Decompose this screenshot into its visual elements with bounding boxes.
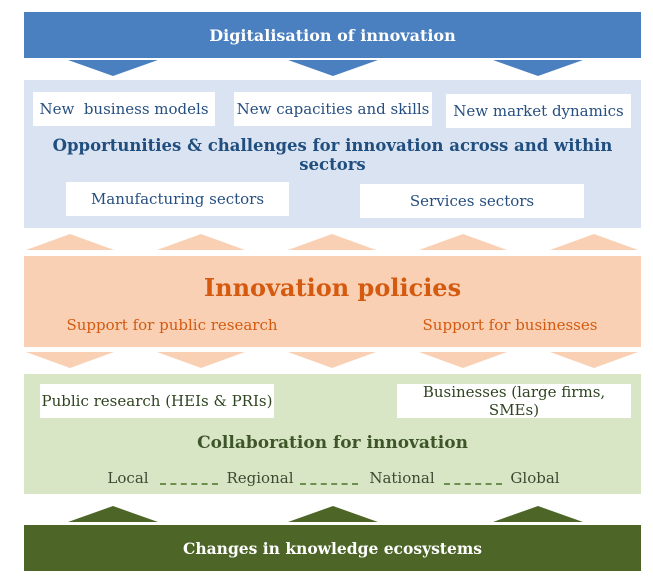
up-arrow-green [493,506,583,522]
scale-local: Local [98,467,158,489]
new-business-models-label: New business models [39,100,209,118]
support-businesses-label: Support for businesses [422,316,598,334]
collaboration-heading: Collaboration for innovation [24,430,641,456]
innovation-policies-title: Innovation policies [24,270,641,304]
scale-connector [444,483,502,485]
services-sectors-box: Services sectors [360,184,584,218]
manufacturing-sectors-label: Manufacturing sectors [90,190,265,208]
innovation-policies-panel [24,256,641,347]
down-arrow-orange [419,352,507,368]
public-research-box: Public research (HEIs & PRIs) [40,384,274,418]
scale-global: Global [504,467,566,489]
collaboration-heading-text: Collaboration for innovation [197,433,468,453]
knowledge-ecosystems-title: Changes in knowledge ecosystems [183,538,482,558]
new-market-dynamics-box: New market dynamics [446,94,631,128]
innovation-policies-title-text: Innovation policies [203,272,462,302]
scale-national-label: National [369,469,435,487]
digitalisation-title: Digitalisation of innovation [209,25,456,45]
up-arrow-orange [419,234,507,250]
new-capacities-box: New capacities and skills [234,92,432,126]
digitalisation-banner: Digitalisation of innovation [24,12,641,58]
up-arrow-orange [550,234,638,250]
public-research-label: Public research (HEIs & PRIs) [41,392,273,410]
down-arrow-orange [157,352,245,368]
up-arrow-green [288,506,378,522]
scale-regional-label: Regional [226,469,294,487]
opportunities-heading-text: Opportunities & challenges for innovatio… [52,136,613,174]
down-arrow-orange [288,352,376,368]
support-businesses: Support for businesses [410,313,610,337]
scale-regional: Regional [222,467,298,489]
down-arrow-blue [493,60,583,76]
support-public-research-label: Support for public research [66,316,278,334]
up-arrow-orange [157,234,245,250]
manufacturing-sectors-box: Manufacturing sectors [66,182,289,216]
knowledge-ecosystems-banner: Changes in knowledge ecosystems [24,525,641,571]
up-arrow-green [68,506,158,522]
businesses-box: Businesses (large firms, SMEs) [397,383,631,419]
down-arrow-orange [550,352,638,368]
services-sectors-label: Services sectors [409,192,535,210]
scale-connector [300,483,358,485]
down-arrow-blue [68,60,158,76]
scale-connector [160,483,218,485]
up-arrow-orange [26,234,114,250]
up-arrow-orange [288,234,376,250]
new-business-models-box: New business models [33,92,215,126]
new-market-dynamics-label: New market dynamics [453,102,624,120]
scale-local-label: Local [107,469,149,487]
scale-global-label: Global [510,469,560,487]
down-arrow-orange [26,352,114,368]
support-public-research: Support for public research [60,313,284,337]
opportunities-heading: Opportunities & challenges for innovatio… [24,136,641,174]
businesses-label: Businesses (large firms, SMEs) [422,383,606,419]
new-capacities-label: New capacities and skills [236,100,430,118]
scale-national: National [362,467,442,489]
down-arrow-blue [288,60,378,76]
